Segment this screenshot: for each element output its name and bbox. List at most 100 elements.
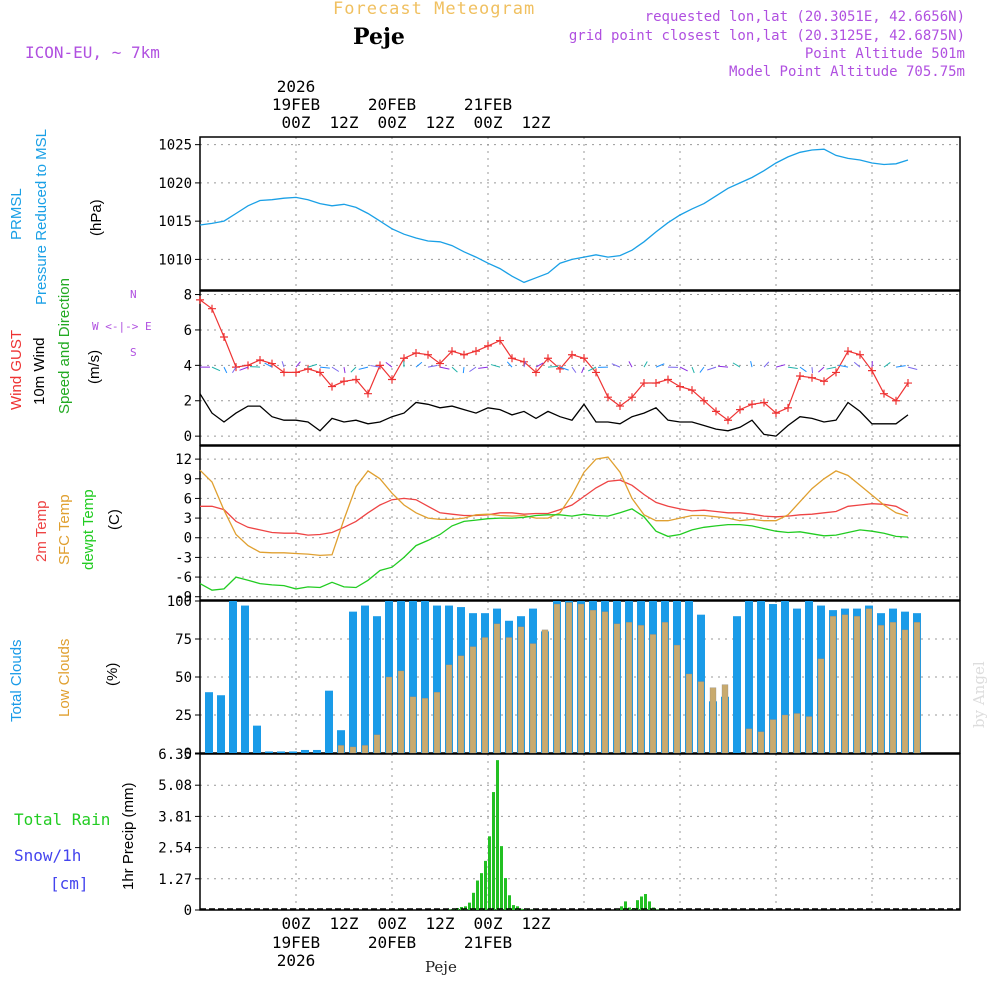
gust-point [220,333,228,342]
pressure-ytick-label: 1015 [158,214,192,230]
gust-point [724,416,732,425]
sfc-temp-label: SFC Temp [56,494,73,565]
low-cloud-bar [385,676,393,754]
precip-bar [500,846,503,910]
low-cloud-bar [577,603,585,754]
low-cloud-bar [397,670,405,754]
low-cloud-bar [637,625,645,754]
total-cloud-bar [289,751,297,753]
total-cloud-bar [325,690,333,753]
total-cloud-bar [373,616,381,753]
low-cloud-bar [853,616,861,754]
total-cloud-bar [313,749,321,753]
gust-point [904,379,912,388]
low-cloud-bar [625,622,633,754]
total-cloud-bar [433,605,441,753]
low-cloud-bar [901,629,909,754]
wind-direction-arrow [818,366,825,373]
wind-direction-arrow [451,366,458,373]
wind-direction-arrow [331,366,340,372]
gust-point [292,368,300,377]
total-cloud-bar [349,611,357,753]
wind-direction-arrow [319,366,330,369]
total-cloud-bar [217,695,225,753]
top-date-label: 21FEB [464,95,512,114]
top-time-tick: 00Z [474,113,503,132]
total-cloud-bar [769,604,777,753]
bottom-time-tick: 00Z [282,914,311,933]
low-cloud-bar [709,687,717,754]
wind-label: 10m Wind [31,337,48,405]
low-cloud-bar [529,643,537,754]
low-cloud-bar [685,673,693,754]
wind-ytick-label: 8 [184,288,192,304]
gust-point [544,354,552,363]
snow-label: Snow/1h [14,846,82,865]
precip-bar [628,907,631,910]
low-cloud-bar [697,681,705,754]
gust-point [244,361,252,370]
rain-label: Total Rain [14,810,111,829]
gust-point [268,359,276,368]
temp-frame [199,445,961,601]
precip-bar [472,892,475,910]
wind-direction-arrow [281,361,285,368]
precip-bar [488,836,491,910]
precip-bar [620,906,623,910]
low-cloud-bar [589,609,597,754]
top-time-tick: 12Z [330,113,359,132]
low-cloud-bar [757,731,765,754]
precip-bar [640,896,643,910]
snow-unit: [cm] [50,874,89,893]
location-title: Peje [353,24,405,50]
wind-direction-arrow [628,361,633,368]
wind-direction-arrow [231,366,237,373]
low-cloud-bar [493,623,501,754]
temp-ytick-label: 3 [184,511,192,527]
low-cloud-bar [721,684,729,754]
low-cloud-bar [349,746,357,754]
gust-point [508,354,516,363]
wind-ytick-label: 6 [184,323,192,339]
gust-point [784,403,792,412]
total-cloud-bar [205,692,213,753]
model-label: ICON-EU, ~ 7km [25,43,160,62]
wind-direction-arrow [907,366,918,370]
gust-point [472,347,480,356]
bottom-date-label: 20FEB [368,933,416,952]
gust-point [556,364,564,373]
compass-south: S [130,346,137,359]
gust-point [616,402,624,411]
precip-bar [468,902,471,910]
total-cloud-bar [301,749,309,753]
wind-direction-arrow [427,364,438,368]
wind-ytick-label: 4 [184,358,192,374]
low-cloud-bar [661,622,669,754]
gust-point [364,389,372,398]
gust-point [592,368,600,377]
gust-point [688,386,696,395]
wind-direction-arrow [547,365,558,368]
chart-title: Forecast Meteogram [333,0,536,19]
gust-point [760,398,768,407]
wind-direction-arrow [239,366,249,371]
low-cloud-bar [421,698,429,754]
gust-point [532,368,540,377]
top-time-tick: 00Z [282,113,311,132]
sfc-temp-line [199,456,909,557]
gust-label: Wind GUST [8,329,25,410]
gust-point [196,295,204,304]
total-clouds-label: Total Clouds [8,639,25,722]
wind-unit: (m/s) [86,349,103,384]
temp-ytick-label: 9 [184,472,192,488]
wind-direction-arrow [559,366,569,371]
wind-direction-arrow [611,363,621,368]
pressure-unit: (hPa) [88,199,105,236]
wind-direction-arrow [523,361,527,368]
gust-point [832,368,840,377]
wind-direction-arrow [506,361,513,368]
wind-direction-arrow [679,366,688,372]
temp-ytick-label: 6 [184,491,192,507]
precip-ytick-label: 1.27 [158,872,192,888]
